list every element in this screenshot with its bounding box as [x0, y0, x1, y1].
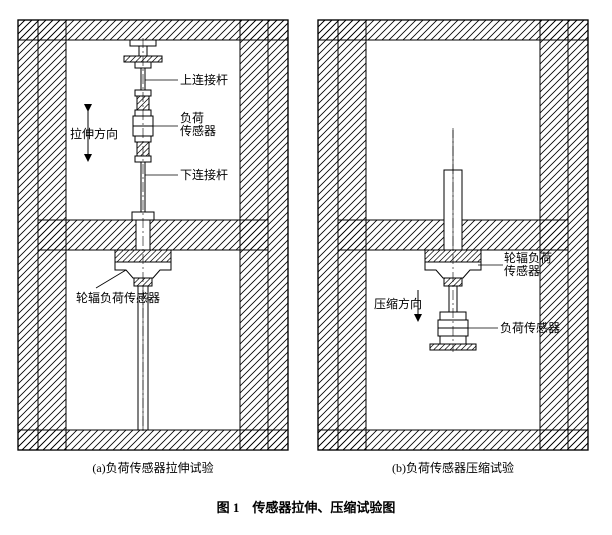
- label-compress-dir: 压缩方向: [374, 296, 422, 311]
- label-upper-rod: 上连接杆: [180, 72, 228, 87]
- label-lower-rod: 下连接杆: [180, 167, 228, 182]
- label-tension-dir: 拉伸方向: [70, 126, 118, 141]
- figure-caption: 图 1 传感器拉伸、压缩试验图: [217, 500, 396, 515]
- subcaption-right: (b)负荷传感器压缩试验: [392, 460, 514, 475]
- label-spoke-sensor: 轮辐负荷传感器: [76, 290, 160, 305]
- subcaption-left: (a)负荷传感器拉伸试验: [92, 460, 213, 475]
- panel-left: 上连接杆 拉伸方向 负荷传感器 下连接杆 轮辐负荷传感器: [18, 20, 288, 450]
- panel-right: 轮辐负荷传感器 压缩方向 负荷传感器: [318, 20, 588, 450]
- label-load-sensor-r: 负荷传感器: [500, 320, 560, 335]
